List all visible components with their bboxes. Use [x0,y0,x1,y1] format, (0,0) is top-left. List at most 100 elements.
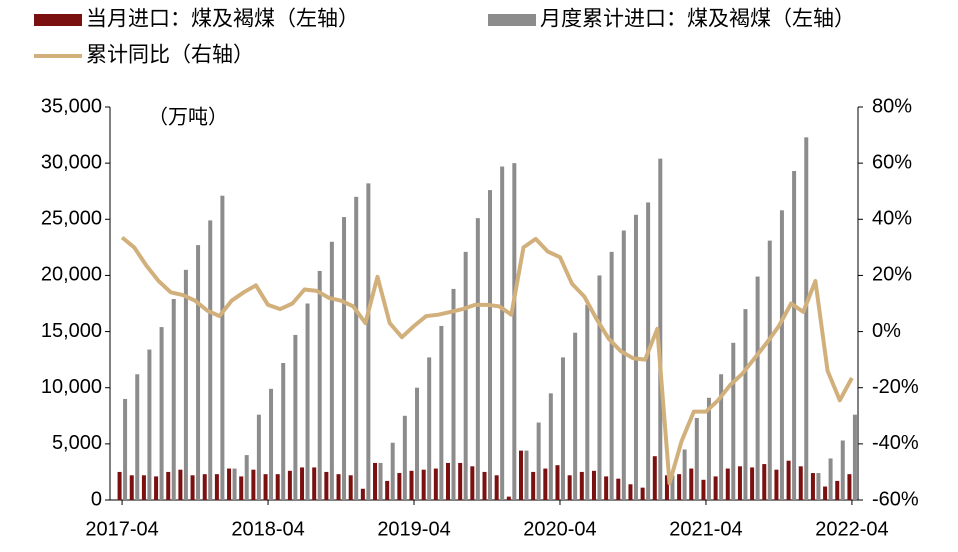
bar [244,455,249,500]
bar [713,476,718,500]
unit-annotation: （万吨） [148,105,228,128]
bar [256,414,261,500]
legend-label: 累计同比（右轴） [86,44,254,67]
bar [543,468,548,500]
bar [604,476,609,500]
bar [670,475,675,500]
bar [451,288,456,500]
line [120,235,854,486]
y2-tick-label: 80% [872,95,912,117]
bar [373,462,378,500]
bar [397,473,402,500]
bar [360,488,365,500]
bar [463,251,468,500]
y2-tick-label: 0% [872,320,901,342]
bar [269,388,274,500]
bar [287,470,292,500]
bar [677,474,682,500]
bar [178,469,183,500]
bar [202,474,207,500]
bar [689,468,694,500]
bar [317,270,322,500]
y-tick-label: 30,000 [41,151,102,173]
bar [214,474,219,500]
bar [123,398,128,500]
y2-tick-label: 60% [872,151,912,173]
bar [573,332,578,500]
x-tick-label: 2018-04 [231,518,304,540]
x-tick-label: 2021-04 [669,518,742,540]
y-tick-label: 20,000 [41,264,102,286]
bar [232,468,237,500]
bar [779,210,784,500]
y2-tick-label: 40% [872,208,912,230]
bar [366,183,371,500]
bar [348,475,353,500]
bar [579,471,584,500]
bar [154,476,159,500]
bar [828,458,833,500]
legend-label: 当月进口：煤及褐煤（左轴） [86,8,359,31]
bar [390,442,395,500]
bar [725,468,730,500]
bar [378,462,383,500]
bar [336,474,341,500]
bar [719,374,724,500]
bar [762,464,767,500]
bar [682,449,687,500]
bar [415,387,420,500]
x-tick-label: 2020-04 [523,518,596,540]
bar [147,349,152,500]
bar [135,374,140,500]
bar [555,465,560,500]
bar [852,414,857,500]
bar [275,474,280,500]
bar [804,137,809,500]
bar [835,480,840,500]
bar [433,468,438,500]
bar [329,241,334,500]
bar [300,467,305,500]
bar [141,475,146,500]
bar [755,276,760,500]
bar [475,218,480,501]
x-tick-label: 2017-04 [85,518,158,540]
bar [183,269,188,500]
bar [792,171,797,500]
legend-label: 月度累计进口：煤及褐煤（左轴） [540,8,855,31]
bar [664,475,669,500]
bar [531,471,536,500]
bar [567,475,572,500]
y2-tick-label: -40% [872,432,919,454]
bar [409,470,414,500]
bar [591,470,596,500]
bar [354,196,359,501]
y-tick-label: 10,000 [41,376,102,398]
bar [427,357,432,500]
bar [840,440,845,500]
bar [652,456,657,500]
bar [731,342,736,500]
bar [628,484,633,500]
bar [616,478,621,500]
bar [190,475,195,500]
bar [658,158,663,500]
bar [524,450,529,500]
bar [293,334,298,500]
bar [208,220,213,500]
bar [609,251,614,500]
bar [342,217,347,501]
y-tick-label: 0 [91,488,102,510]
bar [196,245,201,500]
bar [488,190,492,500]
bar [597,275,602,500]
bar [518,450,523,500]
y-tick-label: 5,000 [52,432,102,454]
bar [312,467,317,500]
bar [560,357,565,500]
x-tick-label: 2022-04 [815,518,888,540]
bar [129,475,134,500]
bar [701,479,706,500]
bar [439,325,444,500]
bar [263,474,268,500]
